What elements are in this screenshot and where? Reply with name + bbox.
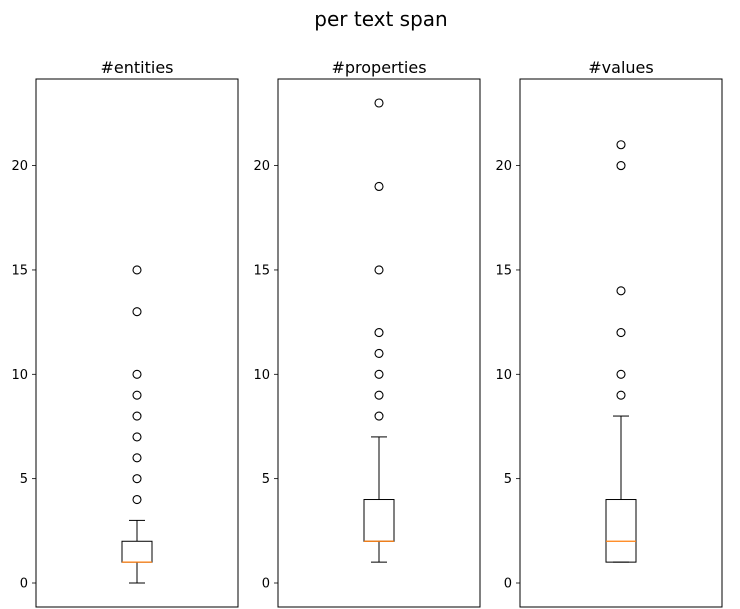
subplot-3: #values 0 5 10 15 20: [495, 58, 723, 608]
y-tick-label: 20: [495, 159, 512, 174]
y-tick-label: 10: [11, 368, 28, 383]
outlier-point: [374, 328, 384, 338]
outlier-point: [132, 307, 142, 317]
outlier-point: [616, 140, 626, 150]
box: [605, 499, 637, 563]
outlier-point: [374, 390, 384, 400]
axes-frame: [277, 78, 481, 608]
outlier-point: [132, 432, 142, 442]
outlier-point: [374, 369, 384, 379]
subplot-title: #values: [588, 58, 653, 77]
y-tick-label: 15: [253, 263, 270, 278]
y-tick-label: 10: [253, 368, 270, 383]
y-tick-label: 10: [495, 368, 512, 383]
outlier-point: [616, 161, 626, 171]
y-tick-label: 5: [262, 472, 270, 487]
outlier-point: [132, 369, 142, 379]
y-tick-label: 0: [504, 577, 512, 592]
outlier-point: [616, 328, 626, 338]
outlier-point: [616, 390, 626, 400]
outlier-point: [132, 390, 142, 400]
y-tick-label: 20: [11, 159, 28, 174]
y-tick-label: 0: [262, 577, 270, 592]
outlier-point: [132, 453, 142, 463]
subplot-2: #properties 0 5 10 15 20: [253, 58, 481, 608]
outlier-point: [132, 474, 142, 484]
subplots: #entities05101520#properties05101520#val…: [11, 58, 723, 608]
y-tick-label: 15: [495, 263, 512, 278]
outlier-point: [374, 411, 384, 421]
subplot-title: #entities: [100, 58, 173, 77]
outlier-point: [374, 181, 384, 192]
outlier-point: [374, 98, 384, 108]
axes-frame: [519, 78, 723, 608]
outlier-point: [374, 265, 384, 275]
figure-title: per text span: [314, 7, 447, 31]
outlier-point: [616, 369, 626, 379]
y-tick-label: 0: [20, 577, 28, 592]
y-tick-label: 20: [253, 159, 270, 174]
y-tick-label: 5: [20, 472, 28, 487]
outlier-point: [616, 286, 626, 296]
y-tick-label: 5: [504, 472, 512, 487]
outlier-point: [132, 411, 142, 421]
outlier-point: [374, 348, 384, 358]
y-tick-label: 15: [11, 263, 28, 278]
axes-frame: [35, 78, 239, 608]
outlier-point: [132, 494, 142, 505]
outlier-point: [132, 265, 142, 275]
subplot-1: #entities 0 5 10 15 20: [11, 58, 239, 608]
subplot-title: #properties: [331, 58, 426, 77]
